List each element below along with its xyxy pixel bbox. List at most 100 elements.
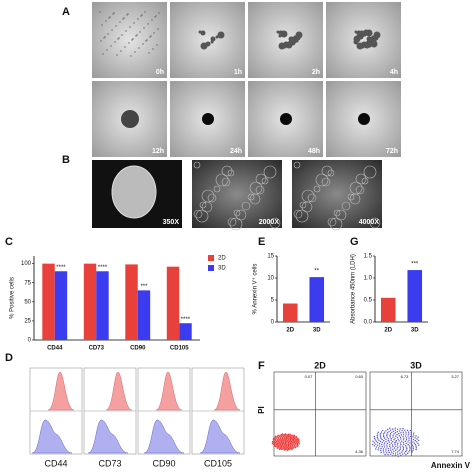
cell-dot [102,53,104,55]
event-dot [396,431,399,433]
event-dot [275,444,277,447]
event-dot [395,435,397,437]
event-dot [394,429,397,431]
y-tick-label: 50 [24,299,31,305]
event-dot [381,446,383,448]
event-dot [286,435,288,437]
event-dot [394,452,397,454]
event-dot [388,451,390,454]
event-dot [402,439,405,441]
event-dot [282,448,284,450]
bar [83,263,97,340]
event-dot [372,440,374,443]
texture [269,217,281,229]
event-dot [385,450,387,452]
event-dot [287,433,290,436]
event-dot [393,447,396,449]
cell-dot [130,55,132,57]
event-dot [409,435,412,438]
event-dot [380,447,382,450]
time-label: 1h [234,69,242,76]
event-dot [398,450,400,452]
quadrant-value: 4.36 [355,449,364,454]
event-dot [286,443,288,445]
event-dot [389,427,391,429]
event-dot [375,440,378,443]
cell-dot [139,31,141,33]
texture [307,193,317,203]
event-dot [383,437,386,439]
event-dot [280,448,283,451]
event-dot [283,438,285,440]
cell-dot [136,34,138,36]
event-dot [276,447,279,449]
event-dot [293,434,296,437]
y-axis-label: PI [257,406,266,414]
event-dot [282,447,285,449]
bar [309,277,325,322]
event-dot [276,446,278,448]
event-dot [379,434,381,436]
event-dot [407,441,409,443]
x-tick-label: CD73 [89,346,105,352]
event-dot [377,441,379,444]
event-dot [405,437,408,439]
event-dot [284,444,286,447]
y-tick-label: 0.5 [364,298,373,304]
event-dot [401,429,403,432]
event-dot [405,454,407,456]
event-dot [289,442,292,445]
cell-dot [156,44,158,46]
event-dot [279,446,281,448]
cell-cluster [295,39,299,43]
event-dot [371,443,374,446]
group-label: 3D [410,360,422,370]
event-dot [417,439,420,442]
x-tick-label: CD44 [47,346,63,352]
cell-dot [151,19,153,21]
event-dot [382,434,385,436]
event-dot [282,434,284,436]
photo [326,2,401,78]
event-dot [386,434,388,437]
event-dot [288,440,291,443]
event-dot [379,436,382,438]
event-dot [410,431,412,434]
legend-swatch [208,255,214,261]
y-axis-label: Absorbance 450nm (LDH) [351,254,357,324]
photo [170,2,245,78]
event-dot [376,433,379,435]
event-dot [392,446,394,448]
event-dot [396,448,398,450]
event-dot [386,433,388,435]
event-dot [281,435,283,437]
event-dot [294,440,296,443]
texture [261,177,269,185]
event-dot [400,438,402,440]
texture [355,173,367,185]
event-dot [283,433,285,436]
event-dot [402,453,404,455]
spheroid [358,113,370,125]
quadrant-value: 3.27 [451,374,460,379]
event-dot [389,436,391,438]
event-dot [385,430,387,432]
event-dot [281,447,283,449]
event-dot [283,435,286,437]
cell-dot [109,16,111,18]
event-dot [288,437,290,439]
histogram-2d [213,371,241,411]
event-dot [387,432,389,434]
event-dot [292,435,294,437]
event-dot [382,435,385,438]
event-dot [385,440,387,443]
event-dot [391,444,394,446]
significance: *** [140,284,148,290]
event-dot [292,434,294,436]
event-dot [382,448,385,450]
event-dot [376,444,379,446]
event-dot [398,432,400,435]
event-dot [411,451,413,453]
event-dot [399,452,401,455]
